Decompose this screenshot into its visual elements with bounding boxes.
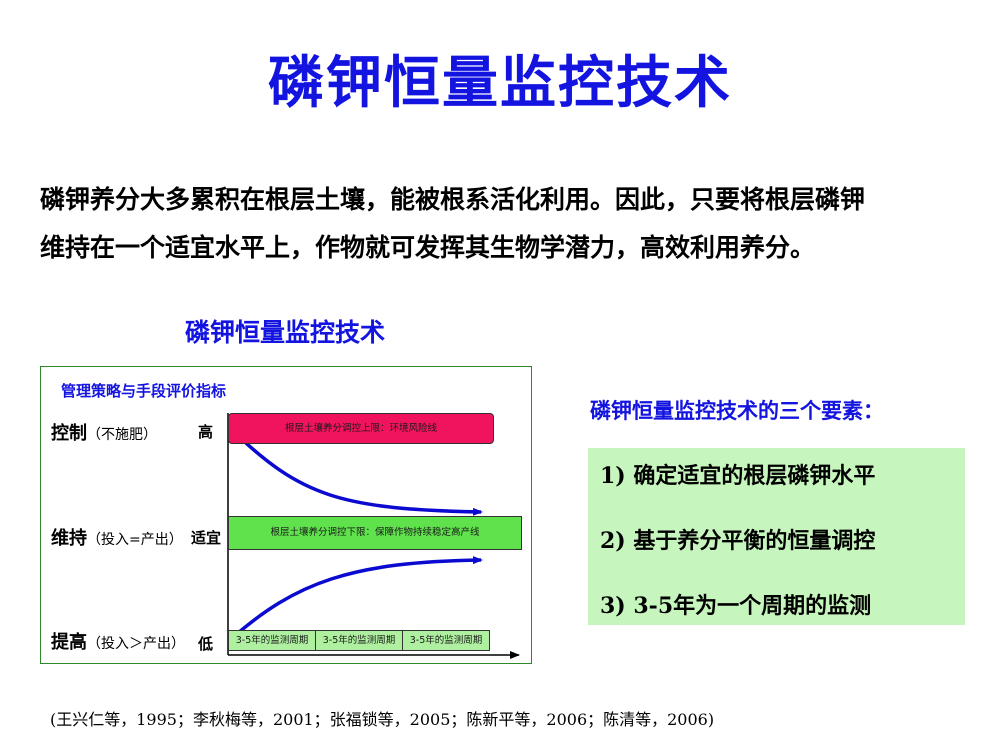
elements-title: 磷钾恒量监控技术的三个要素： <box>590 398 884 423</box>
level-maintain: 维持（投入=产出） <box>51 524 183 550</box>
intro-line-1: 磷钾养分大多累积在根层土壤，能被根系活化利用。因此，只要将根层磷钾 <box>40 185 866 214</box>
level-maintain-label: 维持 <box>51 528 87 549</box>
rise-curve <box>229 556 483 641</box>
level-control: 控制（不施肥） <box>51 419 157 445</box>
level-maintain-detail: （投入=产出） <box>87 532 183 548</box>
upper-limit-band: 根层土壤养分调控上限：环境风险线 <box>228 413 494 444</box>
level-raise-detail: （投入＞产出） <box>87 636 185 652</box>
monitoring-period-2: 3-5年的监测周期 <box>315 630 403 651</box>
diagram-title: 磷钾恒量监控技术 <box>185 318 386 347</box>
decline-curve <box>229 427 483 516</box>
level-tag-suitable: 适宜 <box>191 529 222 547</box>
monitoring-period-1: 3-5年的监测周期 <box>228 630 316 651</box>
intro-line-2: 维持在一个适宜水平上，作物就可发挥其生物学潜力，高效利用养分。 <box>40 233 816 262</box>
element-item-3: 3) 3-5年为一个周期的监测 <box>600 593 872 619</box>
level-raise-label: 提高 <box>51 632 87 653</box>
level-tag-high: 高 <box>198 423 214 441</box>
element-item-1: 1) 确定适宜的根层磷钾水平 <box>600 463 876 489</box>
level-control-label: 控制 <box>51 423 87 444</box>
element-item-2: 2) 基于养分平衡的恒量调控 <box>600 528 876 554</box>
management-label: 管理策略与手段评价指标 <box>61 382 227 400</box>
elements-box: 1) 确定适宜的根层磷钾水平 2) 基于养分平衡的恒量调控 3) 3-5年为一个… <box>588 448 965 625</box>
monitoring-diagram: 管理策略与手段评价指标 控制（不施肥） 高 维持（投入=产出） 适宜 提高（投入… <box>40 366 532 664</box>
monitoring-period-3: 3-5年的监测周期 <box>402 630 490 651</box>
lower-limit-band: 根层土壤养分调控下限：保障作物持续稳定高产线 <box>228 516 522 550</box>
level-raise: 提高（投入＞产出） <box>51 628 185 654</box>
level-tag-low: 低 <box>198 635 214 653</box>
level-control-detail: （不施肥） <box>87 427 157 443</box>
intro-paragraph: 磷钾养分大多累积在根层土壤，能被根系活化利用。因此，只要将根层磷钾 维持在一个适… <box>40 176 970 272</box>
page-title: 磷钾恒量监控技术 <box>268 51 732 116</box>
citation: (王兴仁等，1995；李秋梅等，2001；张福锁等，2005；陈新平等，2006… <box>50 710 715 729</box>
